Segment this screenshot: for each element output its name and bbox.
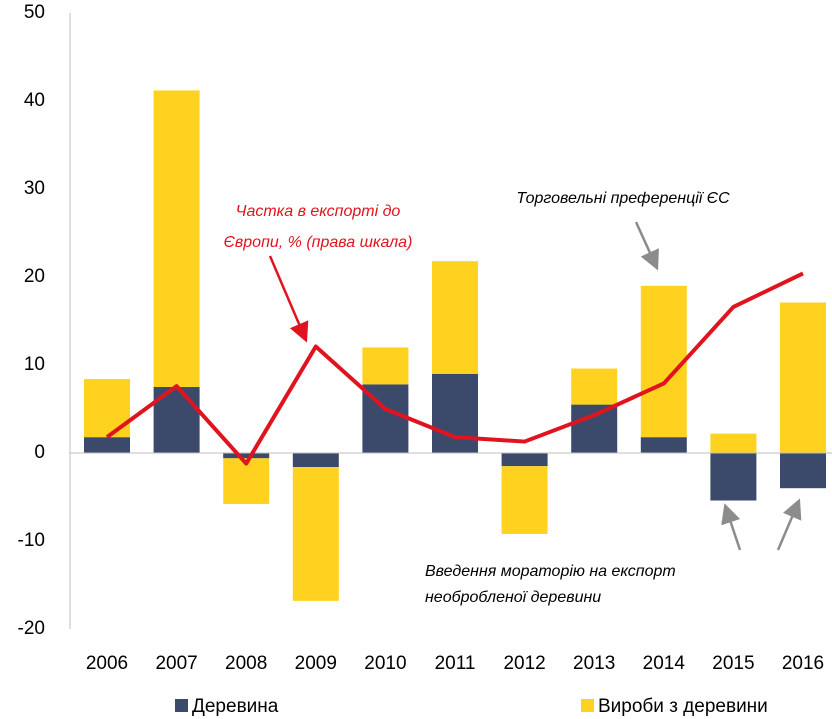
- x-tick-label: 2008: [225, 653, 267, 674]
- x-tick-label: 2006: [86, 653, 128, 674]
- annotation: Частка в експорті до: [236, 203, 401, 220]
- arrow: [721, 503, 742, 551]
- bar: [780, 302, 826, 453]
- y-tick-label: -10: [18, 530, 45, 551]
- x-tick-label: 2010: [364, 653, 406, 674]
- bar: [362, 347, 409, 385]
- bar: [571, 368, 618, 405]
- legend-swatch: [581, 699, 594, 712]
- bar: [84, 379, 130, 438]
- bar: [640, 285, 687, 438]
- bar: [640, 437, 687, 453]
- x-tick-label: 2013: [573, 653, 615, 674]
- arrow: [776, 498, 802, 551]
- y-tick-label: 40: [24, 90, 45, 111]
- x-tick-label: 2014: [643, 653, 686, 674]
- legend-swatch: [175, 699, 188, 712]
- y-tick-label: 10: [24, 354, 45, 375]
- y-tick-label: 0: [34, 442, 45, 463]
- bar: [223, 458, 270, 505]
- y-tick-label: 30: [24, 178, 45, 199]
- x-tick-label: 2015: [712, 653, 754, 674]
- x-tick-label: 2012: [503, 653, 545, 674]
- plot: -20 -10 0 10 20 30 40 50 2006 2007 2008 2009 2010 201…: [18, 2, 832, 717]
- bar: [84, 437, 130, 453]
- arrow: [634, 221, 659, 271]
- bar: [501, 466, 548, 534]
- bar: [710, 433, 757, 453]
- annotation: необробленої деревини: [425, 589, 601, 606]
- bar: [432, 261, 478, 374]
- arrow: [268, 255, 309, 343]
- y-tick-label: 50: [24, 2, 45, 23]
- annotation: Торговельні преференції ЄС: [516, 190, 730, 207]
- y-tick-label: -20: [18, 618, 45, 639]
- bar: [292, 453, 339, 468]
- annotation: Введення мораторію на експорт: [425, 563, 676, 580]
- x-tick-label: 2009: [295, 653, 337, 674]
- y-tick-label: 20: [24, 266, 45, 287]
- x-tick-label: 2011: [435, 653, 476, 674]
- x-tick-label: 2016: [782, 653, 824, 674]
- bar: [571, 404, 618, 453]
- bar: [780, 453, 826, 489]
- legend-label: Вироби з деревини: [598, 696, 768, 717]
- bar: [223, 453, 270, 459]
- annotation: Європи, % (права шкала): [224, 234, 413, 251]
- x-tick-label: 2007: [155, 653, 197, 674]
- bar: [153, 90, 200, 387]
- line: [105, 271, 804, 466]
- bar: [501, 453, 548, 467]
- bar: [292, 467, 339, 601]
- bar: [710, 453, 757, 501]
- bar: [432, 373, 478, 453]
- legend-label: Деревина: [192, 696, 279, 717]
